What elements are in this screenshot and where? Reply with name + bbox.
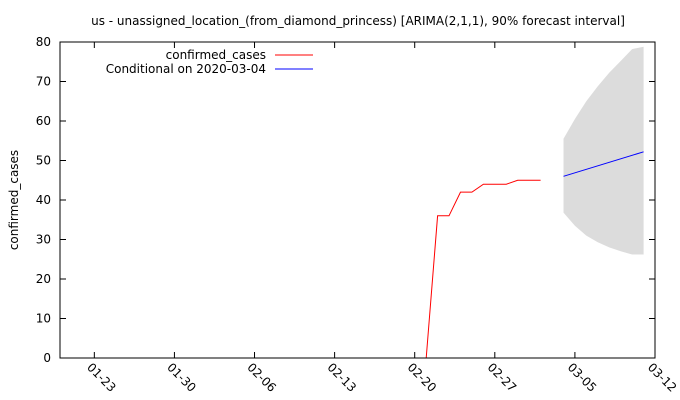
legend-label-conditional: Conditional on 2020-03-04 bbox=[106, 62, 266, 76]
y-tick-label: 60 bbox=[36, 114, 51, 128]
x-tick-label: 02-06 bbox=[244, 360, 279, 395]
x-tick-label: 03-12 bbox=[645, 360, 680, 395]
forecast-interval-band bbox=[563, 46, 644, 255]
series-line-conditional-forecast bbox=[563, 151, 644, 177]
chart-title: us - unassigned_location_(from_diamond_p… bbox=[91, 14, 625, 28]
x-tick-label: 03-05 bbox=[565, 360, 600, 395]
y-axis-label: confirmed_cases bbox=[7, 150, 21, 250]
y-tick-label: 0 bbox=[43, 351, 51, 365]
y-tick-label: 70 bbox=[36, 75, 51, 89]
x-tick-label: 02-13 bbox=[324, 360, 359, 395]
x-tick-label: 01-23 bbox=[84, 360, 119, 395]
y-tick-label: 50 bbox=[36, 154, 51, 168]
x-tick-label: 01-30 bbox=[164, 360, 199, 395]
y-tick-label: 80 bbox=[36, 35, 51, 49]
y-tick-label: 40 bbox=[36, 193, 51, 207]
x-tick-label: 02-27 bbox=[485, 360, 520, 395]
legend-label-confirmed-cases: confirmed_cases bbox=[166, 48, 266, 62]
y-tick-label: 10 bbox=[36, 312, 51, 326]
x-tick-label: 02-20 bbox=[405, 360, 440, 395]
legend: confirmed_cases Conditional on 2020-03-0… bbox=[106, 48, 313, 76]
y-tick-label: 20 bbox=[36, 272, 51, 286]
series-line-confirmed-cases bbox=[425, 179, 541, 359]
y-tick-label: 30 bbox=[36, 233, 51, 247]
